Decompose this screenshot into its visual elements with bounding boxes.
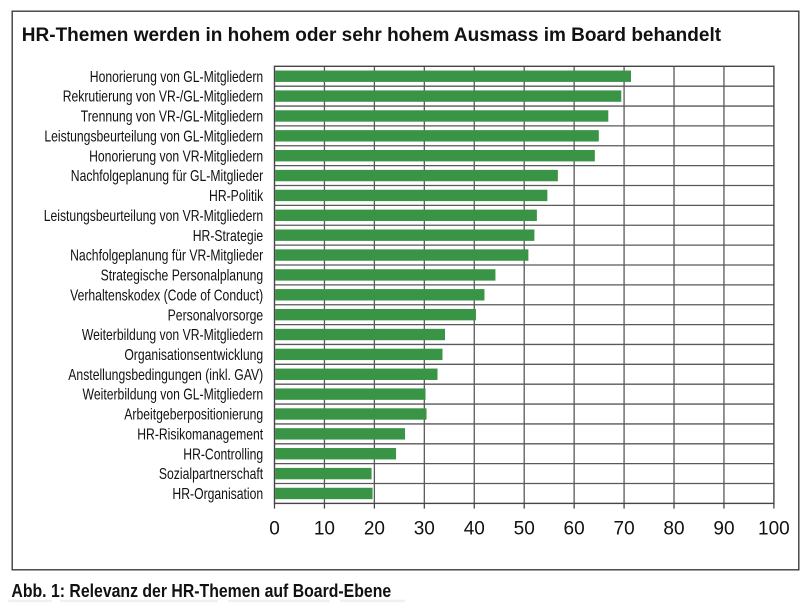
svg-text:Sozialpartnerschaft: Sozialpartnerschaft bbox=[159, 466, 263, 484]
svg-text:Arbeitgeberpositionierung: Arbeitgeberpositionierung bbox=[124, 406, 263, 424]
svg-text:HR-Risikomanagement: HR-Risikomanagement bbox=[137, 426, 263, 444]
svg-text:Honorierung von GL-Mitgliedern: Honorierung von GL-Mitgliedern bbox=[90, 68, 263, 86]
svg-text:100: 100 bbox=[758, 519, 790, 540]
svg-text:Honorierung von VR-Mitgliedern: Honorierung von VR-Mitgliedern bbox=[89, 148, 263, 166]
svg-text:Leistungsbeurteilung von GL-Mi: Leistungsbeurteilung von GL-Mitgliedern bbox=[44, 128, 263, 146]
svg-text:Strategische Personalplanung: Strategische Personalplanung bbox=[101, 267, 264, 285]
svg-text:Nachfolgeplanung für GL-Mitgli: Nachfolgeplanung für GL-Mitglieder bbox=[71, 168, 264, 186]
svg-text:Leistungsbeurteilung von VR-Mi: Leistungsbeurteilung von VR-Mitgliedern bbox=[44, 207, 264, 225]
svg-text:Nachfolgeplanung für VR-Mitgli: Nachfolgeplanung für VR-Mitglieder bbox=[70, 247, 263, 265]
svg-text:50: 50 bbox=[514, 519, 535, 540]
svg-text:Trennung von VR-/GL-Mitglieder: Trennung von VR-/GL-Mitgliedern bbox=[81, 108, 263, 126]
svg-text:HR-Organisation: HR-Organisation bbox=[172, 486, 263, 504]
svg-text:Organisationsentwicklung: Organisationsentwicklung bbox=[124, 346, 263, 364]
svg-text:Verhaltenskodex (Code of Condu: Verhaltenskodex (Code of Conduct) bbox=[70, 287, 263, 305]
svg-text:Personalvorsorge: Personalvorsorge bbox=[168, 307, 264, 325]
svg-text:80: 80 bbox=[663, 519, 684, 540]
svg-text:30: 30 bbox=[414, 519, 435, 540]
svg-text:Rekrutierung von VR-/GL-Mitgli: Rekrutierung von VR-/GL-Mitgliedern bbox=[63, 88, 264, 106]
svg-text:20: 20 bbox=[364, 519, 385, 540]
svg-text:70: 70 bbox=[614, 519, 635, 540]
svg-text:HR-Strategie: HR-Strategie bbox=[193, 227, 264, 245]
svg-text:HR-Controlling: HR-Controlling bbox=[183, 446, 263, 464]
svg-text:90: 90 bbox=[713, 519, 734, 540]
svg-text:Abb. 1: Relevanz der HR-Themen: Abb. 1: Relevanz der HR-Themen auf Board… bbox=[11, 580, 391, 601]
svg-text:HR-Politik: HR-Politik bbox=[209, 188, 264, 206]
svg-text:0: 0 bbox=[269, 519, 280, 540]
svg-text:Weiterbildung von GL-Mitgliede: Weiterbildung von GL-Mitgliedern bbox=[83, 386, 264, 404]
svg-text:60: 60 bbox=[564, 519, 585, 540]
svg-text:Anstellungsbedingungen (inkl.: Anstellungsbedingungen (inkl. GAV) bbox=[68, 366, 263, 384]
svg-text:HR-Themen werden in hohem oder: HR-Themen werden in hohem oder sehr hohe… bbox=[22, 25, 722, 46]
svg-text:10: 10 bbox=[314, 519, 335, 540]
svg-text:40: 40 bbox=[464, 519, 485, 540]
svg-text:Weiterbildung von VR-Mitgliede: Weiterbildung von VR-Mitgliedern bbox=[82, 327, 263, 345]
